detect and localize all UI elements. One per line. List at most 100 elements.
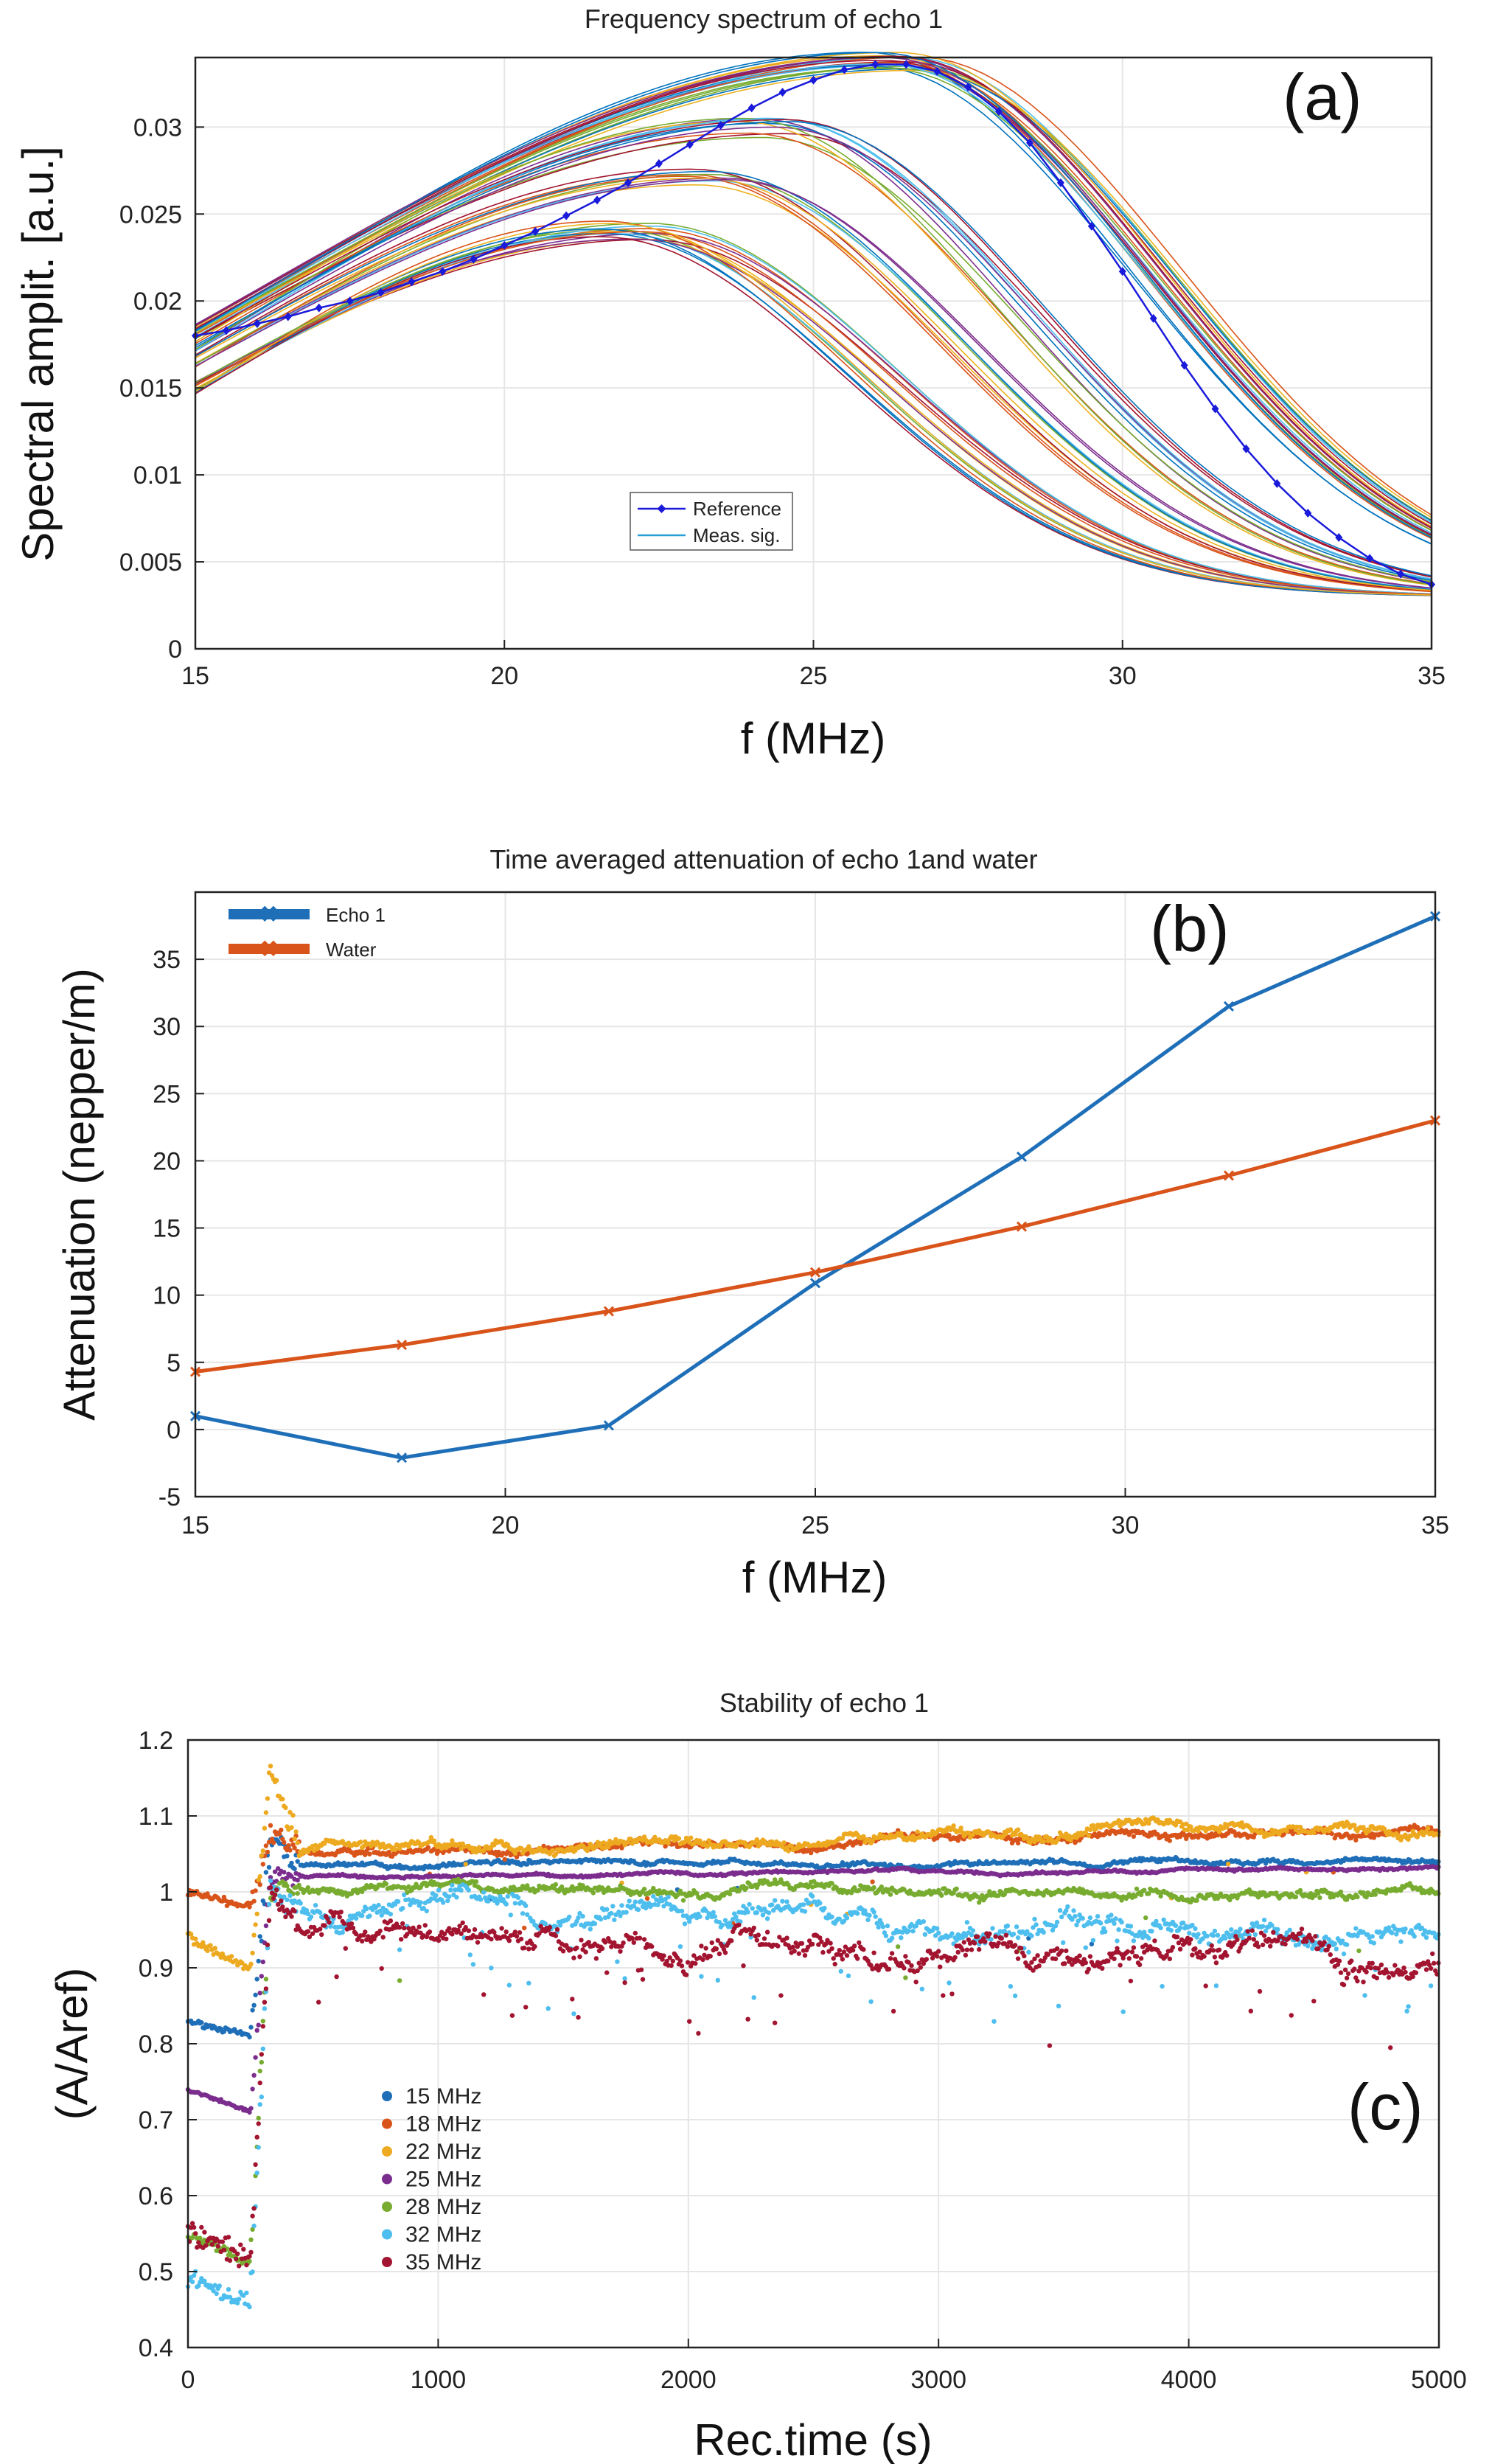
data-point <box>781 1840 787 1845</box>
data-point <box>751 1995 756 2000</box>
chart-b-legend: ✖ Echo 1 ✖ Water <box>229 901 386 962</box>
data-point <box>786 1848 791 1854</box>
chart-b-x-label: f (MHz) <box>742 1553 888 1602</box>
data-point <box>191 2273 197 2278</box>
reference-point <box>346 296 354 306</box>
reference-point <box>222 326 230 335</box>
data-point <box>251 2073 257 2078</box>
b-y-tick-label: 25 <box>153 1080 181 1108</box>
data-point <box>523 1903 529 1909</box>
data-point <box>744 1885 749 1890</box>
data-point <box>308 1914 314 1919</box>
data-point <box>609 1910 614 1916</box>
data-point <box>259 1974 264 1979</box>
data-point <box>1356 1948 1362 1954</box>
data-point <box>1167 1838 1173 1843</box>
b-x-tick-label: 20 <box>492 1511 520 1539</box>
chart-a-legend-box <box>630 492 793 551</box>
data-point <box>292 1866 297 1871</box>
data-point <box>295 1891 300 1896</box>
data-point <box>888 1892 893 1897</box>
data-point <box>947 1980 952 1986</box>
reference-point <box>964 83 972 92</box>
a-y-tick-label: 0.02 <box>133 288 182 316</box>
data-point <box>256 2115 261 2121</box>
data-point <box>598 1916 604 1922</box>
reference-point <box>408 277 416 287</box>
data-point <box>682 1921 688 1927</box>
data-point <box>954 1886 959 1891</box>
data-point <box>876 1924 881 1930</box>
b-x-tick-label: 30 <box>1112 1511 1140 1539</box>
chart-b-frame <box>194 891 1437 1498</box>
data-point <box>903 1975 908 1980</box>
data-point <box>251 2223 257 2229</box>
data-point <box>298 1901 303 1906</box>
data-point <box>829 1914 834 1920</box>
data-point <box>263 1843 269 1848</box>
data-point <box>855 1911 860 1916</box>
reference-point <box>1304 509 1312 518</box>
data-point <box>392 1847 398 1852</box>
data-point <box>447 1894 452 1899</box>
b-y-tick-label: 5 <box>167 1349 181 1377</box>
a-x-tick-label: 35 <box>1418 662 1446 690</box>
data-point <box>376 1902 381 1908</box>
data-point <box>247 2304 252 2310</box>
reference-point <box>253 319 261 328</box>
data-point <box>295 1840 300 1845</box>
data-point <box>260 2019 265 2024</box>
reference-point <box>1211 404 1219 414</box>
data-point <box>282 1870 287 1875</box>
chart-b-grid <box>195 892 1436 1497</box>
data-point <box>282 1840 287 1845</box>
data-point <box>287 1893 293 1899</box>
measured-signal-curve <box>195 118 1432 580</box>
data-point <box>205 1948 210 1953</box>
data-point <box>857 1887 862 1893</box>
data-point <box>969 1932 975 1938</box>
data-point <box>273 1778 279 1783</box>
reference-point <box>871 60 879 69</box>
data-point <box>254 1977 259 1982</box>
measured-signal-curve <box>195 223 1432 596</box>
data-point <box>846 1973 851 1978</box>
data-point <box>919 1986 925 1991</box>
chart-b: Time averaged attenuation of echo 1and w… <box>55 844 1449 1602</box>
legend-water-marker: ✖ <box>259 936 279 962</box>
data-point <box>615 1959 620 1964</box>
b-y-tick-label: -5 <box>158 1483 181 1511</box>
data-point <box>263 1923 269 1929</box>
data-point <box>687 1919 692 1924</box>
data-point <box>567 1914 572 1920</box>
data-point <box>280 1796 285 1802</box>
data-point <box>502 1856 507 1862</box>
data-point <box>256 2145 261 2150</box>
data-point <box>1131 1834 1137 1839</box>
chart-a-legend: Reference Meas. sig. <box>630 492 793 551</box>
data-point <box>364 1906 369 1912</box>
a-x-tick-label: 30 <box>1109 662 1137 690</box>
data-point <box>1311 1830 1317 1836</box>
chart-b-y-label: Attenuation (nepper/m) <box>55 968 104 1421</box>
data-point <box>641 1887 647 1892</box>
data-point <box>286 1843 291 1848</box>
data-point <box>253 1922 258 1927</box>
data-point <box>247 2034 252 2040</box>
data-point <box>268 1878 273 1884</box>
reference-point <box>501 240 509 250</box>
data-point <box>822 1905 827 1911</box>
data-point <box>697 1914 703 1919</box>
reference-point <box>933 66 941 76</box>
data-point <box>1338 1889 1344 1895</box>
data-point <box>313 1903 318 1908</box>
data-point <box>400 1906 405 1911</box>
data-point <box>257 1934 262 1939</box>
reference-point <box>1242 444 1250 453</box>
data-point <box>253 2055 258 2060</box>
legend-reference-marker <box>657 504 666 513</box>
data-point <box>525 1862 530 1867</box>
legend-reference-label: Reference <box>693 498 781 520</box>
data-point <box>838 1969 844 1974</box>
chart-b-series <box>189 911 1441 1464</box>
